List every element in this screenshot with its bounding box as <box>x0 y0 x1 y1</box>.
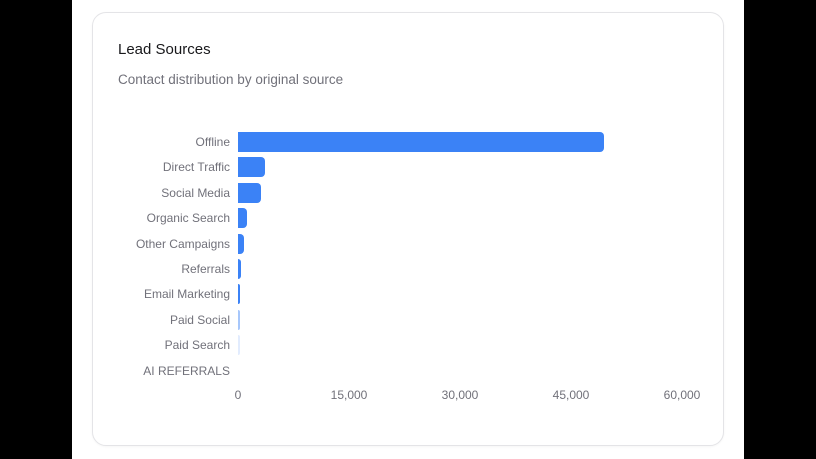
x-axis-tick: 45,000 <box>552 388 590 402</box>
bar[interactable] <box>238 182 261 203</box>
lead-sources-card: Lead Sources Contact distribution by ori… <box>92 12 724 446</box>
bar-row: Paid Social <box>93 308 723 333</box>
category-label: Paid Search <box>164 338 230 353</box>
category-label: Other Campaigns <box>135 236 230 251</box>
category-label: Referrals <box>181 262 230 276</box>
bar[interactable] <box>238 233 244 254</box>
bar[interactable] <box>238 157 265 178</box>
category-label: Social Media <box>161 185 230 200</box>
bar-row: Direct Traffic <box>93 155 723 180</box>
card-title: Lead Sources <box>118 41 211 58</box>
bar[interactable] <box>238 284 241 305</box>
x-axis-tick: 30,000 <box>441 388 479 402</box>
bar-row: Other Campaigns <box>93 232 723 257</box>
page: Lead Sources Contact distribution by ori… <box>72 0 744 459</box>
category-label: Direct Traffic <box>162 160 230 175</box>
x-axis-tick: 60,000 <box>663 388 701 402</box>
card-subtitle: Contact distribution by original source <box>118 72 344 87</box>
category-label: Offline <box>195 135 230 149</box>
x-axis-tick: 15,000 <box>330 388 368 402</box>
bar-row: Email Marketing <box>93 282 723 307</box>
bar[interactable] <box>238 208 247 229</box>
category-label: Email Marketing <box>143 287 230 302</box>
bar-row: Social Media <box>93 181 723 206</box>
category-label: AI REFERRALS <box>143 363 230 378</box>
bar-row: Offline <box>93 130 723 155</box>
bar-row: Organic Search <box>93 206 723 231</box>
category-label: Organic Search <box>146 211 230 226</box>
bar-row: Referrals <box>93 257 723 282</box>
category-label: Paid Social <box>169 312 230 327</box>
x-axis-tick: 0 <box>234 388 242 402</box>
bar[interactable] <box>238 309 240 330</box>
bar[interactable] <box>238 259 241 279</box>
bar-row: AI REFERRALS <box>93 359 723 384</box>
bar[interactable] <box>238 132 605 152</box>
bar[interactable] <box>238 335 240 356</box>
bar-row: Paid Search <box>93 333 723 358</box>
